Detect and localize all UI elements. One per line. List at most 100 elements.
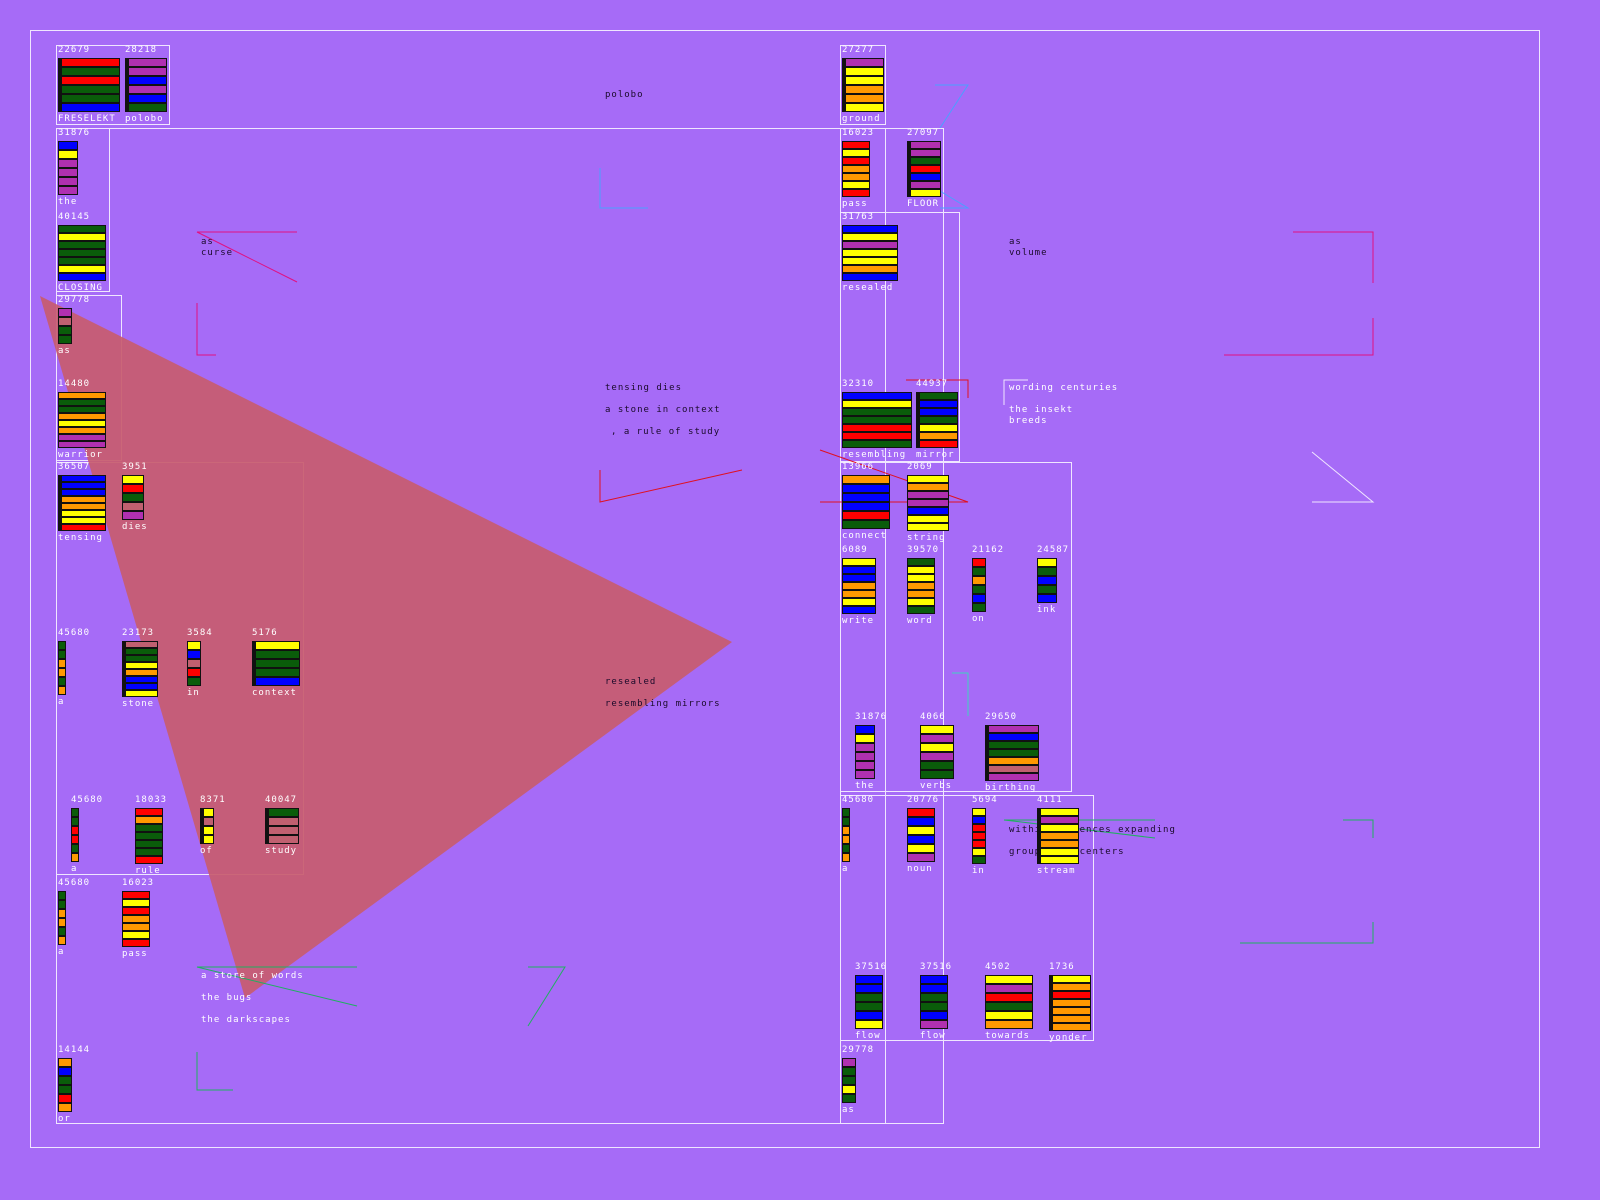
- word-count: 27277: [842, 45, 875, 55]
- word-bar: [972, 808, 986, 816]
- word-bar: [58, 335, 72, 344]
- word-count: 31876: [855, 712, 888, 722]
- word-label: noun: [907, 864, 933, 874]
- word-label: a: [58, 697, 65, 707]
- word-bar: [252, 668, 300, 677]
- word-count: 31763: [842, 212, 875, 222]
- word-bar: [907, 483, 949, 491]
- line-green-5: [527, 966, 566, 1027]
- word-bar: [842, 826, 850, 835]
- word-bar: [985, 749, 1039, 757]
- word-label: context: [252, 688, 297, 698]
- word-bar: [58, 909, 66, 918]
- word-bar: [252, 677, 300, 686]
- word-bar: [58, 927, 66, 936]
- word-bar: [71, 826, 79, 835]
- word-bar: [1037, 816, 1079, 824]
- word-label: CLOSING: [58, 283, 103, 293]
- word-bar: [122, 493, 144, 502]
- word-bar: [842, 141, 870, 149]
- word-bar: [907, 491, 949, 499]
- line-green-1: [1003, 819, 1156, 839]
- line-green-6: [196, 1052, 233, 1091]
- word-bar: [58, 177, 78, 186]
- word-bar: [135, 848, 163, 856]
- text-poem-2: a stone in context: [605, 405, 721, 415]
- word-bar: [58, 265, 106, 273]
- word-bar: [1037, 558, 1057, 567]
- word-bar: [985, 757, 1039, 765]
- word-bar: [252, 650, 300, 659]
- word-bar: [842, 475, 890, 484]
- word-bar: [58, 399, 106, 406]
- stack-marker: [123, 641, 126, 697]
- word-count: 4066: [920, 712, 946, 722]
- word-label: the: [58, 197, 78, 207]
- word-bar: [135, 832, 163, 840]
- word-bar: [985, 1020, 1033, 1029]
- word-count: 3584: [187, 628, 213, 638]
- word-bar: [1037, 585, 1057, 594]
- word-bar: [842, 94, 884, 103]
- word-bar: [842, 520, 890, 529]
- word-bar: [855, 734, 875, 743]
- word-bar: [58, 406, 106, 413]
- stack-marker: [201, 808, 204, 844]
- word-count: 1736: [1049, 962, 1075, 972]
- word-label: word: [907, 616, 933, 626]
- word-bar: [58, 58, 120, 67]
- word-bar: [58, 659, 66, 668]
- word-bar: [58, 241, 106, 249]
- word-count: 32310: [842, 379, 875, 389]
- line-pink-3: [1293, 231, 1374, 283]
- word-bar: [1037, 808, 1079, 816]
- word-bar: [855, 1020, 883, 1029]
- word-bar: [842, 844, 850, 853]
- word-bar: [855, 975, 883, 984]
- word-count: 36507: [58, 462, 91, 472]
- word-count: 29778: [58, 295, 91, 305]
- word-bar: [122, 915, 150, 923]
- word-label: write: [842, 616, 875, 626]
- word-label: resembling: [842, 450, 907, 460]
- word-label: resealed: [842, 283, 894, 293]
- word-bar: [972, 594, 986, 603]
- text-poem-6: wording centuries: [1009, 383, 1119, 393]
- frame-right-low: [840, 795, 1094, 1041]
- word-bar: [907, 826, 935, 835]
- word-bar: [1037, 594, 1057, 603]
- word-bar: [71, 844, 79, 853]
- text-poem-7: the insekt breeds: [1009, 405, 1074, 426]
- word-bar: [916, 440, 958, 448]
- word-bar: [907, 189, 941, 197]
- word-bar: [122, 502, 144, 511]
- word-bar: [265, 817, 299, 826]
- word-bar: [855, 1002, 883, 1011]
- word-bar: [187, 677, 201, 686]
- word-bar: [58, 517, 106, 524]
- word-label: on: [972, 614, 985, 624]
- word-bar: [58, 1067, 72, 1076]
- stack-marker: [253, 641, 256, 686]
- word-count: 31876: [58, 128, 91, 138]
- word-bar: [972, 848, 986, 856]
- word-bar: [972, 832, 986, 840]
- word-label: ink: [1037, 605, 1057, 615]
- word-bar: [920, 734, 954, 743]
- word-label: a: [71, 864, 78, 874]
- word-bar: [58, 420, 106, 427]
- word-bar: [58, 482, 106, 489]
- text-polobo: polobo: [605, 90, 644, 100]
- word-bar: [842, 432, 912, 440]
- word-bar: [122, 669, 158, 676]
- word-bar: [1049, 975, 1091, 983]
- word-count: 13966: [842, 462, 875, 472]
- word-bar: [842, 502, 890, 511]
- word-count: 37516: [920, 962, 953, 972]
- word-bar: [58, 441, 106, 448]
- word-bar: [907, 507, 949, 515]
- word-bar: [58, 159, 78, 168]
- word-label: or: [58, 1114, 71, 1124]
- word-count: 27097: [907, 128, 940, 138]
- word-bar: [187, 641, 201, 650]
